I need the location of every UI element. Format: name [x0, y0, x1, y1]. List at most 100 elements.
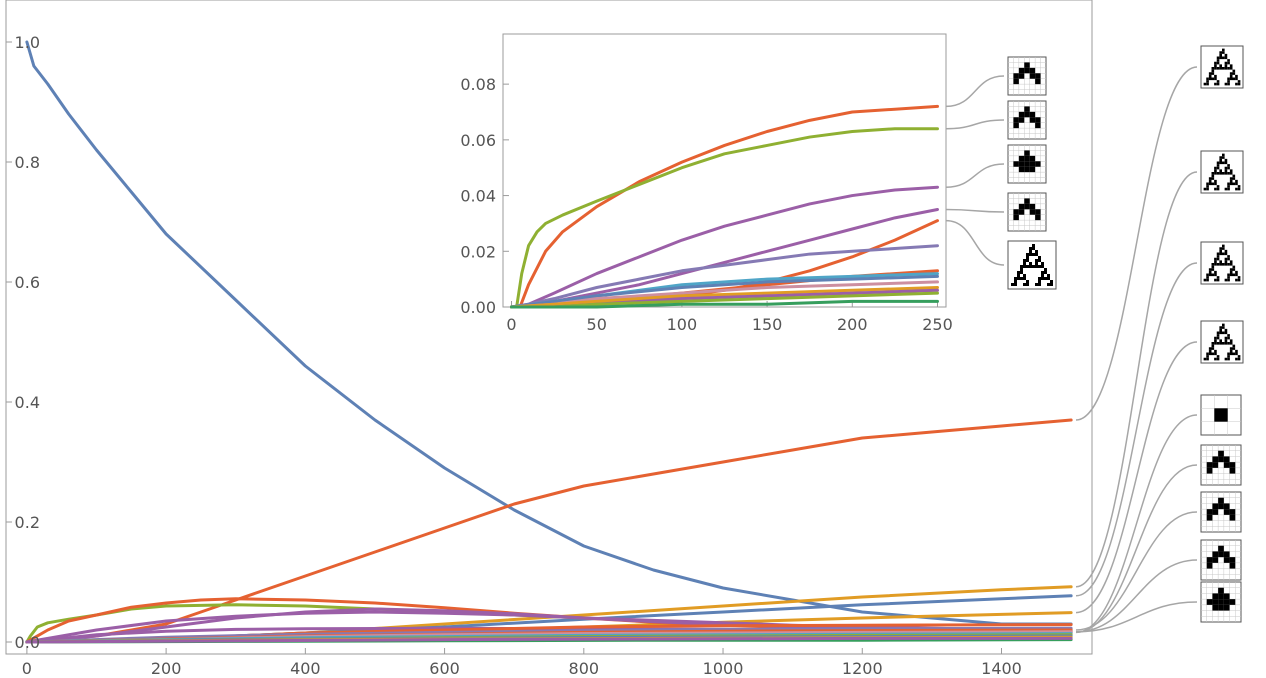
thumbnail-cell	[1018, 117, 1025, 123]
thumbnail-cell	[1223, 599, 1230, 605]
thumbnail-cell	[1237, 80, 1241, 83]
thumbnail-cell	[1235, 349, 1238, 353]
thumbnail-cell	[1232, 77, 1236, 81]
thumbnail-cell	[1216, 67, 1220, 70]
main-x-tick-label: 800	[569, 659, 600, 678]
thumbnail-cell	[1023, 262, 1026, 265]
thumbnail-cell	[1222, 51, 1225, 54]
thumbnail-cell	[1029, 161, 1036, 167]
thumbnail-cell	[1237, 278, 1241, 282]
main-connector-line	[1075, 171, 1198, 588]
thumbnail-cell	[1029, 203, 1036, 210]
thumbnail-cell	[1216, 357, 1220, 361]
thumbnail-cell	[1216, 82, 1220, 86]
thumbnail-cell	[1214, 179, 1217, 183]
thumbnail-cell	[1018, 155, 1025, 162]
inset-connector-line	[945, 208, 1005, 213]
thumbnail-cell	[1224, 342, 1228, 345]
thumbnail-cell	[1216, 255, 1220, 258]
thumbnail-cell	[1219, 53, 1222, 57]
thumbnail-cell	[1223, 551, 1230, 558]
main-y-tick-label: 0.6	[15, 273, 40, 292]
thumbnail-cell	[1229, 74, 1233, 78]
inset-x-tick-label: 100	[667, 315, 698, 334]
thumbnail-cell	[1211, 347, 1215, 350]
thumbnail-cell	[1227, 352, 1230, 356]
thumbnail-cell	[1214, 263, 1217, 266]
thumbnail-cell	[1211, 77, 1215, 81]
thumbnail-cell	[1216, 164, 1220, 167]
thumbnail-cell	[1235, 74, 1238, 78]
thumbnail-cell	[1232, 268, 1236, 271]
thumbnail-cell	[1206, 467, 1213, 474]
thumbnail-cell	[1024, 155, 1030, 162]
thumbnail-cell	[1035, 265, 1038, 268]
thumbnail-cell	[1216, 59, 1220, 62]
thumbnail-cell	[1227, 187, 1230, 191]
thumbnail-cell	[1208, 182, 1212, 186]
thumbnail-cell	[1011, 283, 1014, 286]
thumbnail-cell	[1219, 263, 1222, 266]
thumbnail-cell	[1229, 462, 1236, 468]
thumbnail-cell	[1020, 268, 1023, 271]
thumbnail-cell	[1216, 342, 1220, 345]
thumbnail-cell	[1227, 82, 1230, 86]
main-connector-line	[1075, 341, 1198, 614]
thumbnail-cell	[1223, 604, 1230, 611]
thumbnail-cell	[1018, 73, 1025, 79]
thumbnail-cell	[1229, 172, 1233, 175]
thumbnail-cell	[1214, 172, 1217, 175]
thumbnail-cell	[1232, 174, 1236, 178]
thumbnail-cell	[1208, 352, 1212, 356]
thumbnail-cell	[1219, 339, 1222, 342]
thumbnail-cell	[1224, 263, 1228, 266]
thumbnail-cell	[1224, 166, 1228, 170]
thumbnail-cell	[1206, 557, 1213, 563]
thumbnail-cell	[1222, 326, 1225, 329]
thumbnail-cell	[1229, 599, 1236, 605]
thumbnail-cell	[1038, 280, 1041, 283]
thumbnail-cell	[1219, 342, 1222, 345]
thumbnail-cell	[1024, 111, 1030, 118]
thumbnail-cell	[1026, 256, 1029, 259]
thumbnail-cell	[1029, 166, 1036, 173]
thumbnail-cell	[1216, 61, 1220, 65]
thumbnail-cell	[1214, 273, 1217, 277]
thumbnail-cell	[1017, 274, 1020, 277]
inset-connector-line	[945, 163, 1005, 188]
small-triangle-icon	[1007, 192, 1047, 232]
thumbnail-cell	[1026, 280, 1029, 283]
thumbnail-cell	[1044, 277, 1047, 280]
single-cell-icon	[1200, 394, 1242, 436]
small-triangle-icon	[1200, 539, 1242, 581]
thumbnail-cell	[1227, 336, 1230, 340]
thumbnail-cell	[1206, 185, 1209, 188]
small-triangle-icon	[1200, 444, 1242, 486]
thumbnail-cell	[1206, 80, 1209, 83]
thumbnail-cell	[1035, 253, 1038, 256]
thumbnail-cell	[1222, 342, 1225, 345]
thumbnail-cell	[1023, 277, 1026, 280]
thumbnail-cell	[1222, 247, 1225, 250]
inset-connector-line	[945, 119, 1005, 130]
thumbnail-cell	[1219, 326, 1222, 329]
thumbnail-cell	[1219, 56, 1222, 60]
thumbnail-cell	[1214, 357, 1217, 361]
thumbnail-cell	[1212, 557, 1219, 563]
thumbnail-cell	[1232, 265, 1236, 269]
thumbnail-cell	[1029, 265, 1032, 268]
thumbnail-cell	[1222, 56, 1225, 60]
thumbnail-cell	[1224, 53, 1228, 57]
thumbnail-cell	[1038, 265, 1041, 268]
thumbnail-cell	[1214, 260, 1217, 263]
thumbnail-cell	[1024, 67, 1030, 74]
thumbnail-cell	[1020, 265, 1023, 268]
thumbnail-cell	[1211, 265, 1215, 269]
thumbnail-cell	[1219, 328, 1222, 332]
thumbnail-cell	[1018, 166, 1025, 173]
thumbnail-cell	[1222, 156, 1225, 159]
inset-y-tick-label: 0.06	[460, 131, 496, 150]
thumbnail-cell	[1229, 352, 1233, 356]
thumbnail-cell	[1206, 599, 1213, 605]
thumbnail-cell	[1229, 509, 1236, 515]
